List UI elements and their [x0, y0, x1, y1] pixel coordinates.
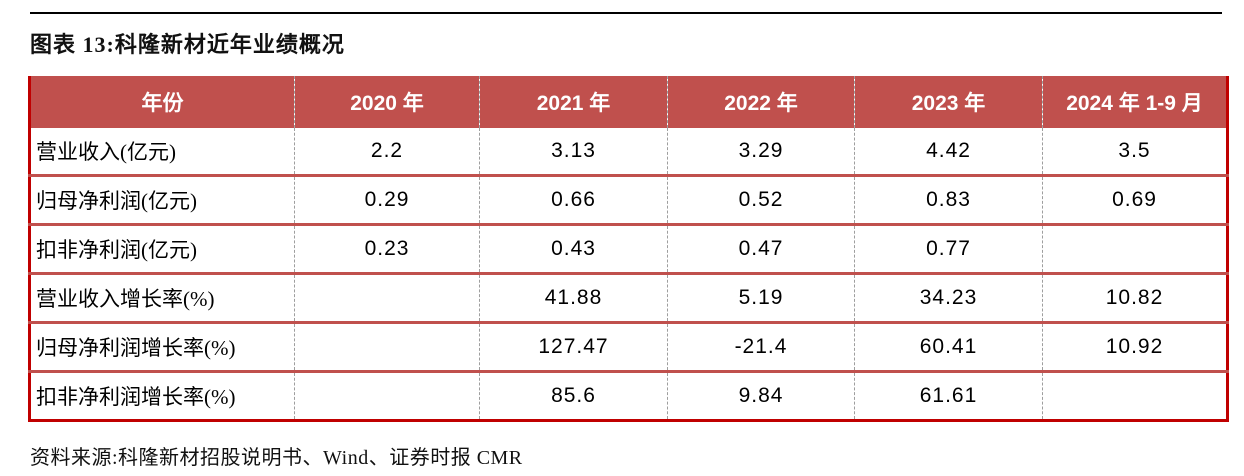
table-row-0: 营业收入(亿元) 2.2 3.13 3.29 4.42 3.5	[29, 128, 1228, 176]
table-row-5: 扣非净利润增长率(%) 85.6 9.84 61.61	[29, 370, 1228, 421]
source-note: 资料来源:科隆新材招股说明书、Wind、证券时报 CMR	[30, 447, 523, 469]
table-cell-r0-c0: 2.2	[294, 128, 480, 176]
row-label: 营业收入增长率(%)	[29, 272, 295, 323]
row-label: 归母净利润(亿元)	[29, 174, 295, 225]
header-cell-4: 2023 年	[854, 76, 1043, 128]
table-cell-r0-c1: 3.13	[479, 128, 668, 176]
table-header-row: 年份 2020 年 2021 年 2022 年 2023 年 2024 年 1-9 月	[29, 76, 1228, 128]
header-cell-0: 年份	[29, 76, 295, 128]
table-row-1: 归母净利润(亿元) 0.29 0.66 0.52 0.83 0.69	[29, 174, 1228, 225]
table-cell-r3-c3: 34.23	[854, 272, 1043, 323]
table-cell-r2-c2: 0.47	[667, 223, 855, 274]
header-cell-1: 2020 年	[294, 76, 480, 128]
table-cell-r4-c1: 127.47	[479, 321, 668, 372]
row-label: 归母净利润增长率(%)	[29, 321, 295, 372]
table-cell-r1-c1: 0.66	[479, 174, 668, 225]
table-cell-r1-c4: 0.69	[1042, 174, 1228, 225]
row-label: 营业收入(亿元)	[29, 128, 295, 176]
table-cell-r5-c0	[294, 370, 480, 421]
row-label: 扣非净利润(亿元)	[29, 223, 295, 274]
table-cell-r4-c2: -21.4	[667, 321, 855, 372]
table-cell-r4-c0	[294, 321, 480, 372]
table-cell-r5-c1: 85.6	[479, 370, 668, 421]
table-cell-r2-c1: 0.43	[479, 223, 668, 274]
performance-table: 年份 2020 年 2021 年 2022 年 2023 年 2024 年 1-9 月 营…	[28, 76, 1229, 422]
table-cell-r4-c3: 60.41	[854, 321, 1043, 372]
table-cell-r0-c4: 3.5	[1042, 128, 1228, 176]
figure-title: 图表 13:科隆新材近年业绩概况	[30, 32, 345, 57]
table-cell-r2-c4	[1042, 223, 1228, 274]
table-cell-r1-c2: 0.52	[667, 174, 855, 225]
table-cell-r5-c3: 61.61	[854, 370, 1043, 421]
table-cell-r2-c0: 0.23	[294, 223, 480, 274]
table-row-3: 营业收入增长率(%) 41.88 5.19 34.23 10.82	[29, 272, 1228, 323]
table-cell-r1-c0: 0.29	[294, 174, 480, 225]
table-cell-r5-c4	[1042, 370, 1228, 421]
table-cell-r3-c2: 5.19	[667, 272, 855, 323]
table-cell-r3-c1: 41.88	[479, 272, 668, 323]
table-body: 营业收入(亿元) 2.2 3.13 3.29 4.42 3.5 归母净利润(亿元) 0.29 0…	[29, 128, 1228, 421]
table-cell-r0-c3: 4.42	[854, 128, 1043, 176]
table-cell-r1-c3: 0.83	[854, 174, 1043, 225]
table-row-2: 扣非净利润(亿元) 0.23 0.43 0.47 0.77	[29, 223, 1228, 274]
header-cell-5: 2024 年 1-9 月	[1042, 76, 1228, 128]
table-cell-r3-c0	[294, 272, 480, 323]
table-cell-r4-c4: 10.92	[1042, 321, 1228, 372]
table-cell-r5-c2: 9.84	[667, 370, 855, 421]
table-cell-r2-c3: 0.77	[854, 223, 1043, 274]
table-cell-r0-c2: 3.29	[667, 128, 855, 176]
table-cell-r3-c4: 10.82	[1042, 272, 1228, 323]
row-label: 扣非净利润增长率(%)	[29, 370, 295, 421]
header-cell-2: 2021 年	[479, 76, 668, 128]
header-cell-3: 2022 年	[667, 76, 855, 128]
top-rule	[30, 12, 1222, 14]
table-row-4: 归母净利润增长率(%) 127.47 -21.4 60.41 10.92	[29, 321, 1228, 372]
